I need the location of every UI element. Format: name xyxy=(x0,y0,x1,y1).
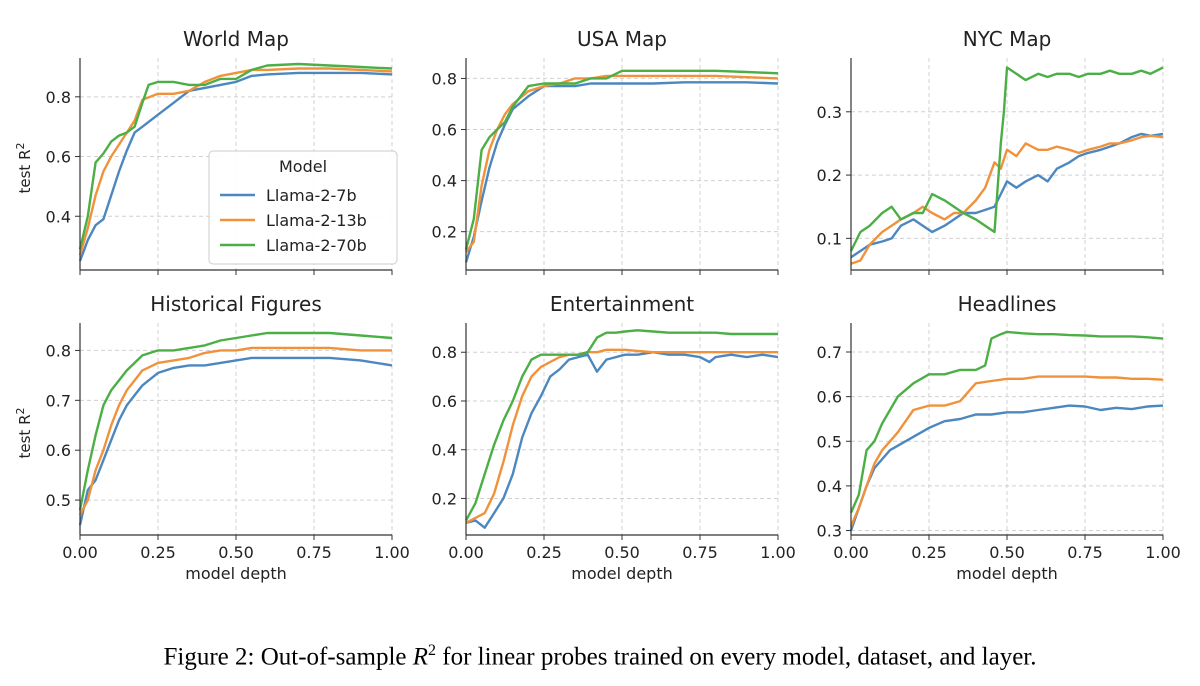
y-tick-label: 0.8 xyxy=(432,69,457,88)
x-axis-label: model depth xyxy=(185,564,286,583)
y-tick-label: 0.6 xyxy=(46,148,71,167)
caption-prefix: Figure 2: Out-of-sample xyxy=(163,643,413,671)
chart-panel-5: Headlines 0.3 0.4 0.5 0.6 0.7 0.00 0.25 0.50 0.75… xyxy=(817,292,1181,583)
legend-entry: Llama-2-13b xyxy=(266,211,367,230)
y-tick-label: 0.7 xyxy=(817,343,842,362)
y-tick-label: 0.5 xyxy=(46,491,71,510)
series-line-llama-2-70b xyxy=(464,329,778,521)
y-tick-label: 0.2 xyxy=(432,223,457,242)
chart-title: USA Map xyxy=(577,27,667,51)
caption-exponent: 2 xyxy=(428,642,437,659)
y-tick-label: 0.6 xyxy=(432,121,457,140)
x-tick-label: 0.50 xyxy=(604,543,640,562)
series-line-llama-2-7b xyxy=(78,356,393,526)
series-line-llama-2-7b xyxy=(464,81,779,263)
series-line-llama-2-7b xyxy=(849,404,1164,531)
legend-entry: Llama-2-70b xyxy=(266,236,367,255)
series-line-llama-2-70b xyxy=(849,330,1164,514)
chart-title: Headlines xyxy=(958,292,1057,316)
x-tick-label: 1.00 xyxy=(1145,543,1181,562)
series-line-llama-2-70b xyxy=(464,69,779,250)
caption-r-symbol: R xyxy=(412,643,429,671)
series-line-llama-2-7b xyxy=(465,351,779,529)
series-line-llama-2-70b xyxy=(849,66,1164,252)
y-axis-label: test R2 xyxy=(14,408,34,459)
y-axis-label: test R2 xyxy=(14,143,34,194)
y-tick-label: 0.8 xyxy=(432,343,457,362)
x-tick-label: 0.25 xyxy=(911,543,947,562)
y-axis-label-sup: 2 xyxy=(14,408,27,415)
chart-title: NYC Map xyxy=(963,27,1052,51)
chart-panel-1: USA Map 0.2 0.4 0.6 0.8 xyxy=(432,27,779,275)
legend-box xyxy=(208,150,398,265)
y-tick-label: 0.4 xyxy=(432,441,457,460)
chart-panel-3: Historical Figures 0.5 0.6 0.7 0.8 0.00 0.25 0.… xyxy=(14,292,410,583)
x-tick-label: 1.00 xyxy=(374,543,410,562)
y-tick-label: 0.6 xyxy=(817,388,842,407)
x-tick-label: 1.00 xyxy=(760,543,796,562)
figure-caption: Figure 2: Out-of-sample R2 for linear pr… xyxy=(0,642,1200,671)
x-tick-label: 0.50 xyxy=(989,543,1025,562)
y-tick-label: 0.8 xyxy=(46,341,71,360)
y-tick-label: 0.6 xyxy=(46,441,71,460)
y-tick-label: 0.5 xyxy=(817,432,842,451)
y-tick-label: 0.4 xyxy=(46,207,71,226)
y-tick-label: 0.1 xyxy=(817,229,842,248)
y-tick-label: 0.3 xyxy=(817,522,842,541)
y-tick-label: 0.6 xyxy=(432,392,457,411)
x-tick-label: 0.25 xyxy=(526,543,562,562)
y-axis-label-sup: 2 xyxy=(14,143,27,150)
y-tick-label: 0.4 xyxy=(817,477,842,496)
x-tick-label: 0.00 xyxy=(62,543,98,562)
chart-title: Entertainment xyxy=(550,292,694,316)
y-tick-label: 0.4 xyxy=(432,172,457,191)
x-tick-label: 0.75 xyxy=(296,543,332,562)
y-axis-label-base: test R xyxy=(16,150,34,194)
legend-entry: Llama-2-7b xyxy=(266,186,357,205)
legend: Model Llama-2-7b Llama-2-13b Llama-2-70b xyxy=(208,150,398,265)
series-line-llama-2-70b xyxy=(78,331,393,511)
series-line-llama-2-70b xyxy=(78,62,393,250)
x-tick-label: 0.75 xyxy=(1067,543,1103,562)
chart-panel-0: World Map 0.4 0.6 0.8 test R2 Model Llama-2-7b… xyxy=(14,27,398,275)
x-tick-label: 0.75 xyxy=(682,543,718,562)
series-line-llama-2-7b xyxy=(78,71,393,262)
x-tick-label: 0.25 xyxy=(140,543,176,562)
chart-panel-2: NYC Map 0.1 0.2 0.3 xyxy=(817,27,1164,275)
series-line-llama-2-7b xyxy=(850,132,1164,259)
series-line-llama-2-13b xyxy=(465,348,778,524)
x-tick-label: 0.50 xyxy=(218,543,254,562)
y-tick-label: 0.2 xyxy=(817,166,842,185)
y-tick-label: 0.2 xyxy=(432,489,457,508)
y-tick-label: 0.3 xyxy=(817,103,842,122)
legend-title: Model xyxy=(279,157,327,176)
caption-suffix: for linear probes trained on every model… xyxy=(436,643,1037,671)
chart-title: Historical Figures xyxy=(150,292,322,316)
y-tick-label: 0.7 xyxy=(46,391,71,410)
x-axis-label: model depth xyxy=(571,564,672,583)
series-line-llama-2-13b xyxy=(78,67,393,256)
x-tick-label: 0.00 xyxy=(833,543,869,562)
y-axis-label-base: test R xyxy=(16,415,34,459)
chart-panel-4: Entertainment 0.2 0.4 0.6 0.8 0.00 0.25 0.50 0.7… xyxy=(432,292,796,583)
series-line-llama-2-13b xyxy=(78,346,392,516)
series-line-llama-2-13b xyxy=(849,375,1164,527)
x-tick-label: 0.00 xyxy=(448,543,484,562)
chart-title: World Map xyxy=(183,27,289,51)
x-axis-label: model depth xyxy=(956,564,1057,583)
y-tick-label: 0.8 xyxy=(46,88,71,107)
